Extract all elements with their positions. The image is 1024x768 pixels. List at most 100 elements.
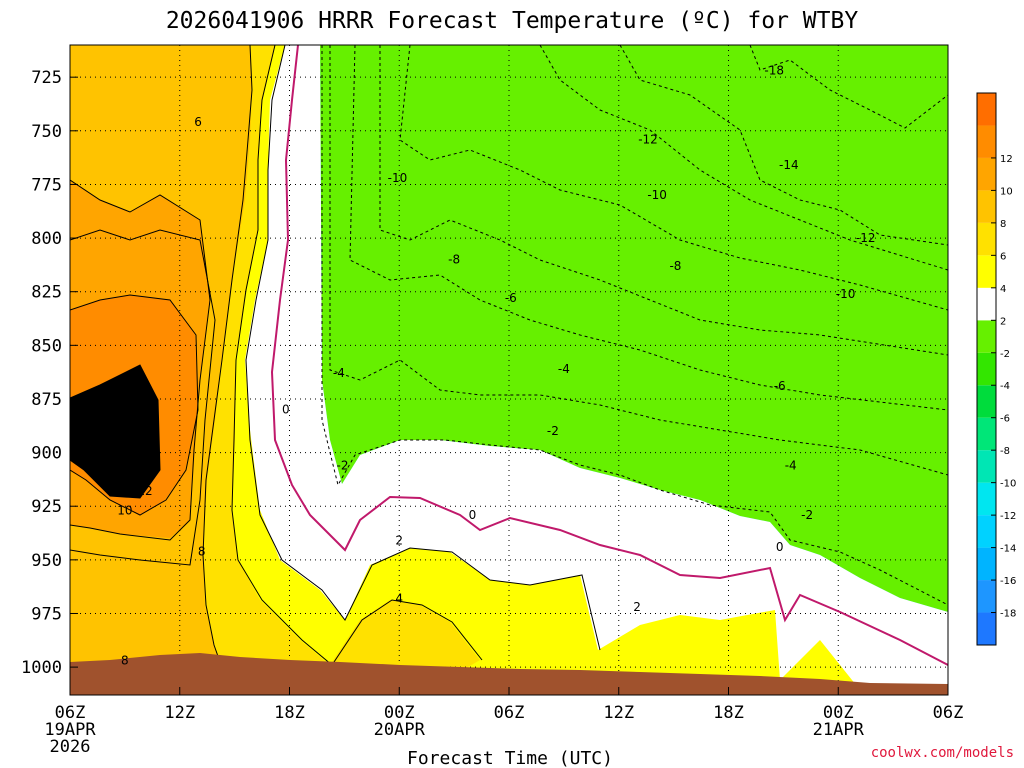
contour-label-0: -18 xyxy=(764,64,784,78)
x-tick-label-48-0: 06Z xyxy=(933,703,964,723)
colorbar-swatch-6 xyxy=(977,417,996,451)
contour-label-7: -8 xyxy=(669,259,681,273)
contour-label-18: -2 xyxy=(801,508,813,522)
colorbar-legend: -18 -16 -14 -12 -10 -8 -6 -4 -2 2 4 6 8 10 12 xyxy=(976,92,1016,646)
x-tick-label-18-0: 00Z xyxy=(384,703,415,723)
chart-title: 2026041906 HRRR Forecast Temperature (ºC… xyxy=(166,8,859,34)
contour-label-4: -10 xyxy=(647,188,667,202)
neg-contour-6 xyxy=(329,45,948,476)
colorbar-label-12: 8 xyxy=(1000,219,1006,230)
y-tick-label-750: 750 xyxy=(31,122,62,142)
x-tick-label-0-2: 2026 xyxy=(50,737,91,757)
y-tick-label-1000: 1000 xyxy=(21,658,62,678)
colorbar-swatch-9 xyxy=(977,320,996,353)
contour-label-22: 12 xyxy=(137,484,152,498)
y-axis: 725 750 775 800 825 850 875 900 925 950 975 1000 xyxy=(21,68,78,678)
y-tick-label-725: 725 xyxy=(31,68,62,88)
neg-contour-0 xyxy=(749,45,948,129)
colorbar-label-9: 2 xyxy=(1000,316,1006,327)
colorbar-label-10: 4 xyxy=(1000,284,1006,295)
plot-area xyxy=(70,45,948,695)
colorbar-label-2: -14 xyxy=(1000,544,1016,555)
contour-label-24: 8 xyxy=(198,544,206,558)
pos-contour-0 xyxy=(245,45,601,651)
pos-contour-2 xyxy=(202,45,253,691)
contour-label-26: 2 xyxy=(633,600,641,614)
neg-contour-5 xyxy=(349,45,948,411)
contour-label-10: -4 xyxy=(333,366,345,380)
colorbar-label-3: -12 xyxy=(1000,511,1016,522)
colorbar-swatch-16 xyxy=(977,93,996,126)
contour-label-13: 0 xyxy=(282,403,290,417)
colorbar-swatch-3 xyxy=(977,515,996,548)
contour-label-20: 2 xyxy=(395,534,403,548)
contour-label-8: -10 xyxy=(836,287,856,301)
y-tick-label-900: 900 xyxy=(31,444,62,464)
neg-contour-4 xyxy=(379,45,948,356)
colorbar-swatch-5 xyxy=(977,450,996,483)
neg-contour-7 xyxy=(321,45,948,606)
temperature-bands xyxy=(70,45,948,695)
colorbar-swatch-15 xyxy=(977,125,996,158)
colorbar-label-0: -18 xyxy=(1000,609,1016,620)
colorbar-swatch-13 xyxy=(977,190,996,223)
contour-label-2: -14 xyxy=(779,158,799,172)
pos-contour-6 xyxy=(70,229,216,566)
colorbar-swatch-2 xyxy=(977,547,996,581)
neg-contour-1 xyxy=(619,45,948,246)
x-tick-label-18-1: 20APR xyxy=(374,720,426,740)
y-tick-label-775: 775 xyxy=(31,175,62,195)
contour-label-6: -8 xyxy=(448,253,460,267)
y-tick-label-800: 800 xyxy=(31,229,62,249)
neg-contour-3 xyxy=(399,45,948,311)
y-tick-label-925: 925 xyxy=(31,497,62,517)
colorbar-label-1: -16 xyxy=(1000,576,1016,587)
y-tick-label-950: 950 xyxy=(31,551,62,571)
pos-contour-1 xyxy=(231,45,483,666)
colorbar-label-5: -8 xyxy=(1000,446,1010,457)
contour-label-17: 0 xyxy=(469,508,477,522)
colorbar-swatch-0 xyxy=(977,612,996,645)
y-tick-label-975: 975 xyxy=(31,604,62,624)
colorbar-label-14: 12 xyxy=(1000,154,1013,165)
colorbar-swatch-10 xyxy=(977,287,996,321)
colorbar-label-13: 10 xyxy=(1000,186,1013,197)
colorbar-label-4: -10 xyxy=(1000,479,1016,490)
contour-label-15: -2 xyxy=(337,458,349,472)
contour-label-5: -12 xyxy=(856,231,876,245)
colorbar-label-11: 6 xyxy=(1000,251,1006,262)
x-tick-label-24-0: 06Z xyxy=(494,703,525,723)
y-tick-label-875: 875 xyxy=(31,390,62,410)
contour-label-21: 6 xyxy=(194,115,202,129)
x-tick-label-42-0: 00Z xyxy=(823,703,854,723)
colorbar-swatch-12 xyxy=(977,222,996,256)
contour-label-3: -10 xyxy=(388,171,408,185)
neg-contour-2 xyxy=(539,45,948,271)
contour-label-9: -6 xyxy=(505,291,517,305)
contour-label-12: -6 xyxy=(774,379,786,393)
band-plus14 xyxy=(70,365,160,498)
contour-label-16: -4 xyxy=(785,458,797,472)
ground-terrain xyxy=(70,653,948,695)
contour-label-27: 8 xyxy=(121,654,129,668)
contour-label-23: 10 xyxy=(117,504,132,518)
contour-label-25: 4 xyxy=(395,591,403,605)
colorbar-label-6: -6 xyxy=(1000,414,1010,425)
x-tick-label-12-0: 18Z xyxy=(274,703,305,723)
colorbar-swatch-14 xyxy=(977,157,996,191)
contour-label-19: 0 xyxy=(776,540,784,554)
colorbar-label-7: -4 xyxy=(1000,381,1010,392)
x-tick-label-30-0: 12Z xyxy=(603,703,634,723)
grid-lines xyxy=(70,45,948,695)
y-tick-label-850: 850 xyxy=(31,336,62,356)
x-tick-label-0-1: 19APR xyxy=(44,720,96,740)
band-minus2 xyxy=(320,45,948,612)
x-tick-label-6-0: 12Z xyxy=(164,703,195,723)
pos-contour-4 xyxy=(70,294,199,516)
contour-label-11: -4 xyxy=(558,362,570,376)
colorbar-swatch-7 xyxy=(977,385,996,418)
colorbar-label-8: -2 xyxy=(1000,349,1010,360)
pos-contour-5 xyxy=(70,364,161,499)
credit-text: coolwx.com/models xyxy=(871,745,1014,761)
x-tick-label-36-0: 18Z xyxy=(713,703,744,723)
